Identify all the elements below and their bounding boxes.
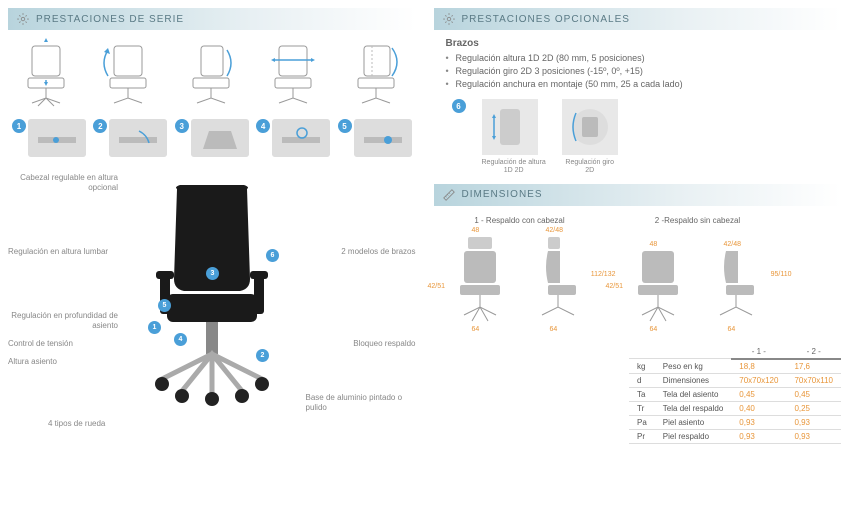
label-profundidad: Regulación en profundidad de asiento (8, 311, 118, 332)
arm-label: 2D (562, 167, 618, 175)
label-lumbar: Regulación en altura lumbar (8, 247, 108, 257)
dim-group-2: 2 -Respaldo sin cabezal 48 42/51 64 42/4… (624, 216, 772, 331)
spec-table: - 1 -- 2 - kgPeso en kg18,817,6 dDimensi… (629, 345, 841, 444)
right-column: PRESTACIONES OPCIONALES Brazos Regulació… (434, 8, 842, 444)
chair-sketch-2 (94, 38, 164, 113)
control-1: 1 (12, 119, 86, 157)
dim-chair: 42/48 112/132 64 (524, 231, 594, 331)
dim-chair: 48 42/51 64 (446, 231, 516, 331)
dim-title: 2 -Respaldo sin cabezal (624, 216, 772, 225)
point-5: 5 (158, 299, 171, 312)
section-header-opcionales: PRESTACIONES OPCIONALES (434, 8, 842, 30)
control-row: 1 2 3 4 5 (8, 119, 416, 157)
left-column: PRESTACIONES DE SERIE 1 2 3 4 5 Cabezal … (8, 8, 416, 444)
label-brazos: 2 modelos de brazos (341, 247, 415, 257)
gear-icon (16, 12, 30, 26)
ruler-icon (442, 188, 456, 202)
point-4: 4 (174, 333, 187, 346)
control-5: 5 (338, 119, 412, 157)
label-rueda: 4 tipos de rueda (48, 419, 105, 429)
table-row: PrPiel respaldo0,930,93 (629, 429, 841, 443)
section-header-serie: PRESTACIONES DE SERIE (8, 8, 416, 30)
list-item: Regulación giro 2D 3 posiciones (-15º, 0… (446, 66, 842, 76)
section-title: PRESTACIONES OPCIONALES (462, 14, 630, 25)
label-base: Base de aluminio pintado o pulido (306, 393, 416, 414)
list-item: Regulación altura 1D 2D (80 mm, 5 posici… (446, 53, 842, 63)
arm-control-2: Regulación giro 2D (562, 99, 618, 176)
main-chair-svg (132, 179, 292, 409)
chair-sketch-3 (177, 38, 247, 113)
brazos-title: Brazos (446, 38, 842, 49)
section-header-dimensiones: DIMENSIONES (434, 184, 842, 206)
point-1: 1 (148, 321, 161, 334)
gear-icon (442, 12, 456, 26)
arm-control-1: Regulación de altura 1D 2D (482, 99, 546, 176)
table-row: PaPiel asiento0,930,93 (629, 415, 841, 429)
chair-sketch-5 (342, 38, 412, 113)
arm-label: 1D 2D (482, 167, 546, 175)
label-cabezal: Cabezal regulable en altura opcional (8, 173, 118, 194)
dim-title: 1 - Respaldo con cabezal (446, 216, 594, 225)
arm-controls: 6 Regulación de altura 1D 2D Regulación … (452, 99, 842, 176)
control-2: 2 (93, 119, 167, 157)
label-bloqueo: Bloqueo respaldo (353, 339, 415, 349)
list-item: Regulación anchura en montaje (50 mm, 25… (446, 79, 842, 89)
page-container: PRESTACIONES DE SERIE 1 2 3 4 5 Cabezal … (8, 8, 841, 444)
table-row: TrTela del respaldo0,400,25 (629, 401, 841, 415)
dim-chair: 42/48 95/110 64 (702, 231, 772, 331)
dim-chair: 48 42/51 64 (624, 231, 694, 331)
main-chair-area: Cabezal regulable en altura opcional Reg… (8, 171, 416, 441)
table-row: kgPeso en kg18,817,6 (629, 359, 841, 374)
chair-sketch-4 (259, 38, 329, 113)
brazos-list: Regulación altura 1D 2D (80 mm, 5 posici… (446, 53, 842, 89)
arm-num: 6 (452, 99, 466, 113)
chair-sketch-1 (12, 38, 82, 113)
table-row: dDimensiones70x70x12070x70x110 (629, 373, 841, 387)
chair-sketches-row (8, 38, 416, 113)
point-2: 2 (256, 349, 269, 362)
control-4: 4 (256, 119, 330, 157)
section-title: PRESTACIONES DE SERIE (36, 14, 184, 25)
arm-label: Regulación giro (562, 159, 618, 167)
label-altura: Altura asiento (8, 357, 57, 367)
arm-label: Regulación de altura (482, 159, 546, 167)
dim-group-1: 1 - Respaldo con cabezal 48 42/51 64 42/… (446, 216, 594, 331)
point-3: 3 (206, 267, 219, 280)
section-title: DIMENSIONES (462, 189, 543, 200)
table-row: TaTela del asiento0,450,45 (629, 387, 841, 401)
point-6: 6 (266, 249, 279, 262)
dimensions-area: 1 - Respaldo con cabezal 48 42/51 64 42/… (434, 216, 842, 331)
label-tension: Control de tensión (8, 339, 73, 349)
control-3: 3 (175, 119, 249, 157)
